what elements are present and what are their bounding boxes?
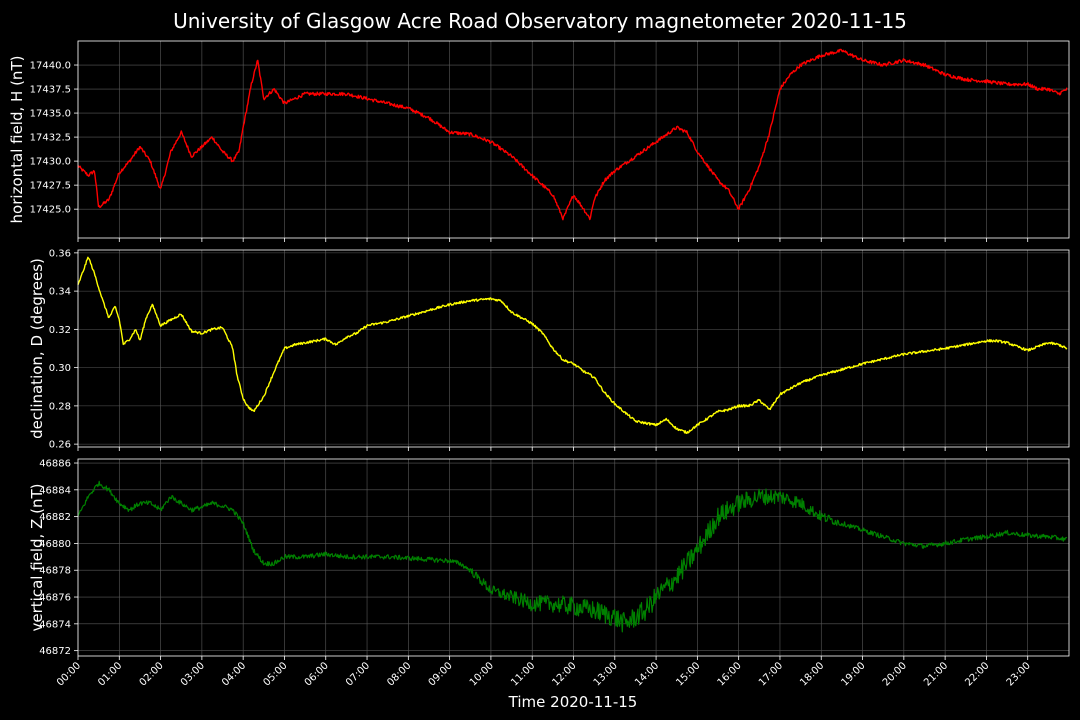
y-tick-label: 0.26	[49, 440, 71, 451]
chart-title: University of Glasgow Acre Road Observat…	[173, 9, 907, 33]
y-tick-label: 0.28	[49, 401, 71, 412]
y-tick-label: 17425.0	[30, 205, 71, 216]
plot-frame	[77, 40, 1070, 239]
y-tick-label: 46874	[39, 619, 71, 630]
y-axis-label: vertical field, Z (nT)	[28, 483, 46, 631]
y-tick-label: 46882	[39, 512, 71, 523]
series-line-Z	[77, 480, 1068, 633]
y-tick-label: 17432.5	[30, 133, 71, 144]
plot-frame	[77, 458, 1070, 657]
y-tick-label: 46884	[39, 485, 71, 496]
y-tick-label: 0.32	[49, 325, 71, 336]
y-tick-label: 17435.0	[30, 109, 71, 120]
y-tick-label: 0.30	[49, 363, 71, 374]
y-tick-label: 46876	[39, 593, 71, 604]
y-tick-label: 17437.5	[30, 85, 71, 96]
panel-vertical-field: 46872 46874 46876 46878 46880 46882 46884 46886…	[28, 458, 1070, 660]
series-line-D	[77, 256, 1068, 434]
plot-frame	[77, 249, 1070, 448]
y-tick-label: 46872	[39, 646, 71, 657]
y-tick-label: 46880	[39, 539, 71, 550]
y-tick-label: 17440.0	[30, 61, 71, 72]
y-tick-label: 0.36	[49, 248, 71, 259]
panel-horizontal-field: 17425.0 17427.5 17430.0 17432.5 17435.0 17437…	[8, 40, 1070, 242]
x-axis-label: Time 2020-11-15	[508, 693, 638, 711]
series-line-H	[77, 48, 1068, 221]
y-tick-label: 0.34	[49, 287, 71, 298]
y-tick-label: 46878	[39, 566, 71, 577]
y-axis-label: declination, D (degrees)	[28, 258, 46, 439]
y-axis-label: horizontal field, H (nT)	[8, 56, 26, 224]
y-tick-label: 46886	[39, 459, 71, 470]
y-tick-label: 17427.5	[30, 181, 71, 192]
y-tick-label: 17430.0	[30, 157, 71, 168]
